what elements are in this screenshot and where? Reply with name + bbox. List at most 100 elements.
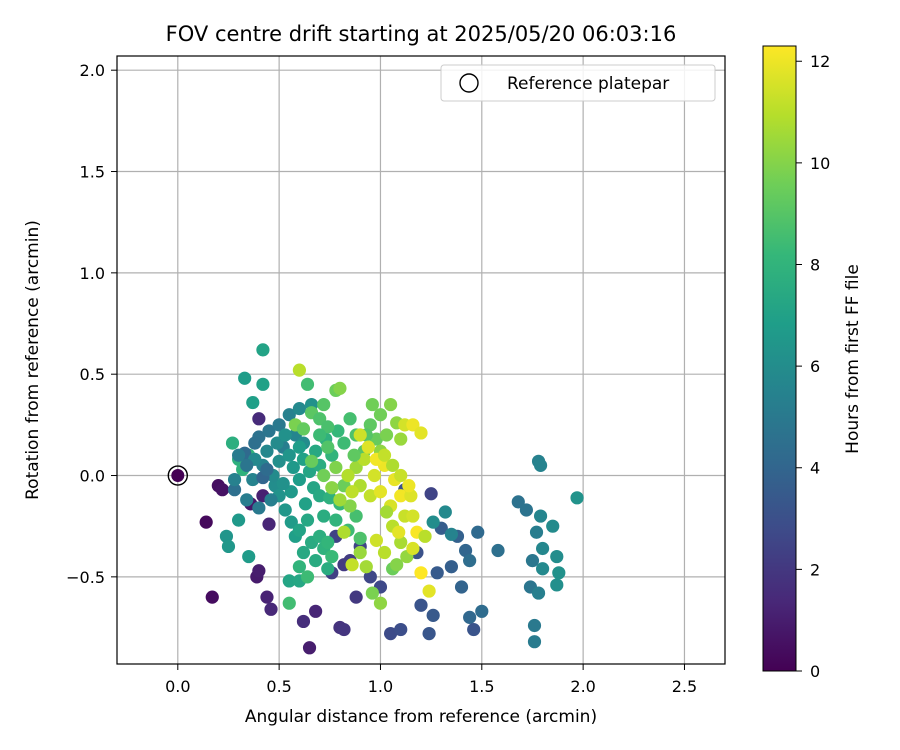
data-point bbox=[317, 468, 331, 483]
data-point bbox=[317, 509, 331, 523]
data-point bbox=[215, 483, 229, 497]
data-point bbox=[260, 444, 274, 458]
data-point bbox=[321, 535, 335, 550]
data-point bbox=[333, 493, 347, 507]
data-point bbox=[390, 558, 404, 572]
data-point bbox=[264, 493, 278, 507]
data-point bbox=[347, 448, 361, 462]
data-point bbox=[264, 602, 278, 616]
data-point bbox=[365, 397, 379, 412]
data-point bbox=[302, 641, 317, 655]
data-point bbox=[260, 462, 274, 477]
data-point bbox=[406, 541, 420, 556]
data-point bbox=[286, 460, 300, 475]
data-point bbox=[321, 440, 335, 454]
data-point bbox=[313, 428, 327, 442]
data-point bbox=[343, 499, 357, 513]
chart-title: FOV centre drift starting at 2025/05/20 … bbox=[166, 22, 677, 46]
data-points bbox=[199, 343, 584, 655]
data-point bbox=[270, 436, 284, 450]
data-point bbox=[282, 596, 296, 610]
data-point bbox=[426, 608, 440, 622]
data-point bbox=[292, 523, 306, 537]
data-point bbox=[284, 485, 298, 499]
data-point bbox=[467, 622, 481, 637]
axes-frame bbox=[116, 55, 726, 665]
data-point bbox=[536, 541, 550, 556]
data-point bbox=[406, 509, 420, 523]
data-point bbox=[331, 424, 345, 438]
data-point bbox=[345, 558, 359, 572]
data-point bbox=[422, 627, 436, 641]
data-point bbox=[199, 515, 213, 529]
colorbar-label: Hours from first FF file bbox=[843, 264, 863, 454]
data-point bbox=[418, 529, 432, 543]
y-axis-title: Rotation from reference (arcmin) bbox=[23, 220, 43, 500]
data-point bbox=[463, 610, 477, 624]
data-point bbox=[300, 377, 315, 391]
legend-reference-marker bbox=[459, 73, 479, 93]
data-point bbox=[491, 543, 505, 558]
data-point bbox=[278, 503, 292, 517]
colorbar-tick-label: 6 bbox=[810, 357, 820, 376]
data-point bbox=[349, 460, 363, 475]
colorbar-tick-label: 12 bbox=[810, 52, 830, 71]
data-point bbox=[369, 432, 384, 446]
data-point bbox=[298, 497, 313, 511]
y-tick-label: 2.0 bbox=[80, 61, 105, 80]
data-point bbox=[284, 515, 298, 529]
colorbar-ticks: 0 2 4 6 8 10 12 bbox=[796, 52, 830, 681]
x-tick-label: 0.5 bbox=[266, 677, 291, 696]
data-point bbox=[414, 426, 428, 440]
y-tick-label: 1.5 bbox=[80, 163, 105, 182]
data-point bbox=[341, 468, 355, 483]
data-point bbox=[232, 513, 246, 527]
data-point bbox=[357, 452, 371, 466]
data-point bbox=[349, 590, 363, 604]
data-point bbox=[272, 454, 286, 468]
data-point bbox=[373, 408, 388, 422]
x-tick-label: 1.0 bbox=[368, 677, 393, 696]
data-point bbox=[296, 545, 311, 560]
data-point bbox=[384, 627, 398, 641]
data-point bbox=[292, 560, 306, 574]
data-point bbox=[363, 489, 377, 503]
data-point bbox=[406, 418, 420, 432]
data-point bbox=[377, 448, 392, 462]
data-point bbox=[430, 566, 444, 580]
data-point bbox=[361, 440, 375, 454]
data-point bbox=[511, 495, 525, 509]
reference-ring bbox=[167, 465, 189, 486]
data-point bbox=[300, 570, 315, 584]
data-point bbox=[353, 545, 367, 560]
grid-lines bbox=[117, 56, 725, 664]
data-point bbox=[373, 596, 388, 610]
x-axis-title: Angular distance from reference (arcmin) bbox=[245, 707, 597, 727]
data-point bbox=[309, 444, 323, 458]
data-point bbox=[323, 491, 337, 505]
data-point bbox=[414, 566, 428, 580]
data-point bbox=[458, 543, 473, 558]
data-point bbox=[262, 424, 276, 438]
data-point bbox=[296, 422, 311, 436]
data-point bbox=[377, 545, 392, 560]
colorbar-gradient bbox=[762, 45, 797, 672]
data-point bbox=[276, 477, 290, 491]
data-point bbox=[300, 513, 315, 527]
x-axis-ticks: 0.0 0.5 1.0 1.5 2.0 2.5 bbox=[165, 664, 697, 696]
x-tick-label: 0.0 bbox=[165, 677, 190, 696]
data-point bbox=[414, 598, 428, 612]
data-point bbox=[392, 525, 406, 539]
data-point bbox=[359, 560, 373, 574]
data-point bbox=[529, 525, 544, 539]
data-point bbox=[313, 489, 327, 503]
data-point bbox=[272, 418, 286, 432]
data-point bbox=[292, 472, 306, 487]
data-point bbox=[232, 448, 246, 462]
data-point bbox=[345, 485, 359, 499]
data-point bbox=[304, 454, 319, 468]
data-point bbox=[302, 464, 317, 479]
data-point bbox=[426, 515, 440, 529]
data-point bbox=[552, 566, 566, 580]
